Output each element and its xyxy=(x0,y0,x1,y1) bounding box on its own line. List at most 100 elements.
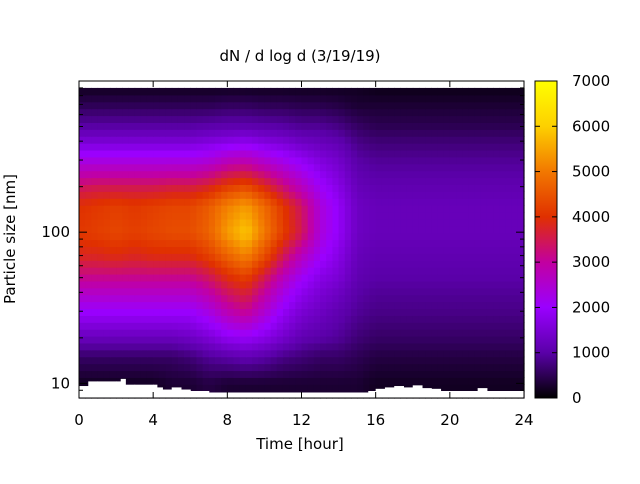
heat-cell xyxy=(190,315,198,323)
heat-cell xyxy=(184,198,191,206)
heat-cell xyxy=(122,239,130,247)
heat-cell xyxy=(344,211,352,220)
heat-cell xyxy=(214,294,222,303)
heat-cell xyxy=(443,246,451,254)
heat-cell xyxy=(480,260,488,268)
heat-cell xyxy=(289,218,296,227)
heat-cell xyxy=(239,87,247,96)
heat-cell xyxy=(406,101,414,110)
heat-cell xyxy=(468,122,476,130)
heat-cell xyxy=(381,156,389,165)
heat-cell xyxy=(165,115,173,123)
heat-cell xyxy=(394,294,401,303)
heat-cell xyxy=(344,129,352,137)
heat-cell xyxy=(116,87,123,96)
heat-cell xyxy=(91,129,99,137)
heat-cell xyxy=(468,329,476,337)
heat-cell xyxy=(109,122,117,130)
heat-cell xyxy=(252,301,259,310)
heat-cell xyxy=(499,115,507,123)
heat-cell xyxy=(449,143,457,151)
heat-cell xyxy=(338,342,346,351)
heat-cell xyxy=(202,205,210,213)
heat-cell xyxy=(128,211,136,220)
heat-cell xyxy=(289,184,296,192)
heat-cell xyxy=(85,94,92,103)
heat-cell xyxy=(350,211,358,220)
heat-cell xyxy=(301,356,309,365)
heat-cell xyxy=(79,329,86,337)
heat-cell xyxy=(177,356,185,365)
heat-cell xyxy=(320,87,327,96)
heat-cell xyxy=(116,329,123,337)
heat-cell xyxy=(511,149,519,158)
heat-cell xyxy=(289,349,296,358)
heat-cell xyxy=(443,260,451,268)
heat-cell xyxy=(381,115,389,123)
heat-cell xyxy=(388,136,395,144)
mask-segment xyxy=(264,392,284,398)
heat-cell xyxy=(437,198,445,206)
heat-cell xyxy=(499,370,507,378)
heat-cell xyxy=(443,101,451,110)
heat-cell xyxy=(97,205,105,213)
heat-cell xyxy=(233,156,241,165)
heat-cell xyxy=(109,315,117,323)
heat-cell xyxy=(79,191,86,199)
heat-cell xyxy=(462,94,469,103)
heat-cell xyxy=(239,239,247,247)
heat-cell xyxy=(252,384,259,392)
heat-cell xyxy=(252,163,259,172)
heat-cell xyxy=(91,205,99,213)
heat-cell xyxy=(146,129,154,137)
heat-cell xyxy=(264,294,272,303)
heat-cell xyxy=(91,232,99,241)
heat-cell xyxy=(116,191,123,199)
heat-cell xyxy=(245,218,253,227)
heat-cell xyxy=(153,246,160,254)
heat-cell xyxy=(295,211,303,220)
heat-cell xyxy=(369,156,377,165)
heat-cell xyxy=(301,329,309,337)
heat-cell xyxy=(233,101,241,110)
heat-cell xyxy=(499,136,507,144)
heat-cell xyxy=(517,149,525,158)
heat-cell xyxy=(103,329,111,337)
heat-cell xyxy=(320,184,327,192)
heat-cell xyxy=(357,273,364,282)
heat-cell xyxy=(313,149,321,158)
heat-cell xyxy=(388,377,395,385)
heat-cell xyxy=(85,101,92,110)
heat-cell xyxy=(418,163,426,172)
heat-cell xyxy=(462,136,469,144)
heat-cell xyxy=(177,143,185,151)
heat-cell xyxy=(369,177,377,185)
heat-cell xyxy=(363,239,371,247)
heat-cell xyxy=(375,363,383,372)
heat-cell xyxy=(282,184,290,192)
heat-cell xyxy=(357,287,364,296)
heat-cell xyxy=(190,191,198,199)
heat-cell xyxy=(282,136,290,144)
heat-cell xyxy=(295,370,303,378)
heat-cell xyxy=(122,184,130,192)
heat-cell xyxy=(295,377,303,385)
heat-cell xyxy=(140,342,148,351)
heat-cell xyxy=(295,198,303,206)
heat-cell xyxy=(350,184,358,192)
heat-cell xyxy=(437,218,445,227)
heat-cell xyxy=(474,177,482,185)
heat-cell xyxy=(363,211,371,220)
heat-cell xyxy=(486,177,494,185)
heat-cell xyxy=(239,156,247,165)
heat-cell xyxy=(443,322,451,330)
heat-cell xyxy=(196,377,204,385)
heat-cell xyxy=(517,232,525,241)
heat-cell xyxy=(116,370,123,378)
heat-cell xyxy=(338,170,346,179)
heat-cell xyxy=(159,287,167,296)
heat-cell xyxy=(97,267,105,275)
heat-cell xyxy=(221,260,228,268)
heat-cell xyxy=(406,322,414,330)
heat-cell xyxy=(456,122,463,130)
